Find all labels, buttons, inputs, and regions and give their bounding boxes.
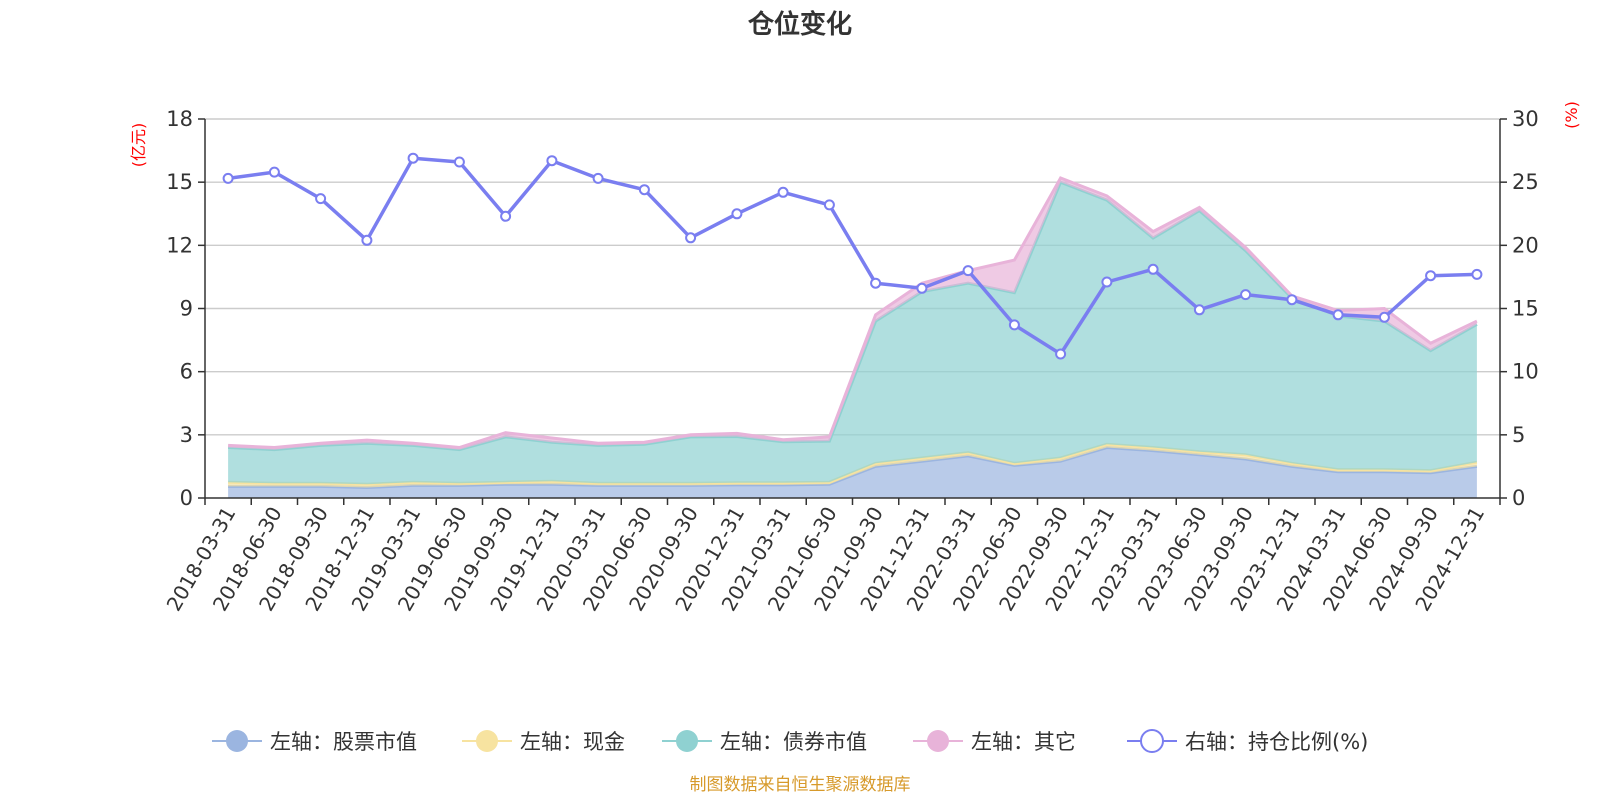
ratio-point	[870, 277, 882, 289]
left-tick-label: 3	[180, 423, 193, 447]
legend-marker	[927, 730, 949, 752]
left-tick-label: 9	[180, 297, 193, 321]
ratio-line	[227, 156, 1477, 356]
left-tick-label: 15	[166, 170, 193, 194]
right-tick-label: 10	[1512, 360, 1539, 384]
left-tick-label: 12	[166, 233, 193, 257]
ratio-point	[1055, 348, 1067, 360]
ratio-point	[453, 156, 465, 168]
legend-label: 左轴：其它	[971, 730, 1076, 754]
legend-marker	[226, 730, 248, 752]
right-tick-label: 25	[1512, 170, 1539, 194]
ratio-point	[1008, 319, 1020, 331]
ratio-point	[361, 234, 373, 246]
ratio-point	[1193, 304, 1205, 316]
left-tick-label: 6	[180, 360, 193, 384]
ratio-point	[823, 199, 835, 211]
ratio-point	[1101, 276, 1113, 288]
right-tick-label: 15	[1512, 297, 1539, 321]
ratio-point	[500, 210, 512, 222]
ratio-point	[1425, 270, 1437, 282]
ratio-point	[222, 172, 234, 184]
ratio-point	[1240, 289, 1252, 301]
ratio-point	[1332, 309, 1344, 321]
ratio-point	[731, 208, 743, 220]
ratio-point	[962, 265, 974, 277]
ratio-point	[315, 193, 327, 205]
ratio-point	[1378, 311, 1390, 323]
ratio-point	[638, 184, 650, 196]
left-axis-unit: (亿元)	[129, 123, 148, 168]
left-tick-label: 18	[166, 107, 193, 131]
legend-label: 左轴：债券市值	[720, 730, 867, 754]
legend-label: 左轴：现金	[520, 730, 625, 754]
legend: 左轴：股票市值 左轴：现金 左轴：债券市值 左轴：其它 右轴：持仓比例(%)	[212, 729, 1368, 754]
ratio-line-series	[222, 152, 1483, 360]
right-tick-label: 30	[1512, 107, 1539, 131]
legend-label: 右轴：持仓比例(%)	[1185, 730, 1368, 754]
ratio-point	[685, 232, 697, 244]
legend-marker	[476, 730, 498, 752]
left-tick-label: 0	[180, 486, 193, 510]
area-edge-左轴：其它	[228, 176, 1478, 450]
ratio-point	[407, 152, 419, 164]
legend-marker	[1140, 729, 1164, 753]
ratio-point	[916, 282, 928, 294]
ratio-point	[592, 172, 604, 184]
legend-marker	[676, 730, 698, 752]
ratio-point	[1286, 294, 1298, 306]
right-tick-label: 0	[1512, 486, 1525, 510]
ratio-point	[268, 166, 280, 178]
legend-label: 左轴：股票市值	[270, 730, 417, 754]
data-source-footer: 制图数据来自恒生聚源数据库	[690, 775, 911, 795]
area-左轴：债券市值	[228, 182, 1477, 485]
ratio-point	[777, 186, 789, 198]
ratio-point	[1147, 263, 1159, 275]
right-axis-unit: (%)	[1562, 101, 1581, 129]
right-tick-label: 5	[1512, 423, 1525, 447]
ratio-point	[546, 155, 558, 167]
chart-title: 仓位变化	[747, 9, 852, 40]
ratio-point	[1471, 268, 1483, 280]
area-series	[228, 176, 1478, 498]
right-tick-label: 20	[1512, 233, 1539, 257]
